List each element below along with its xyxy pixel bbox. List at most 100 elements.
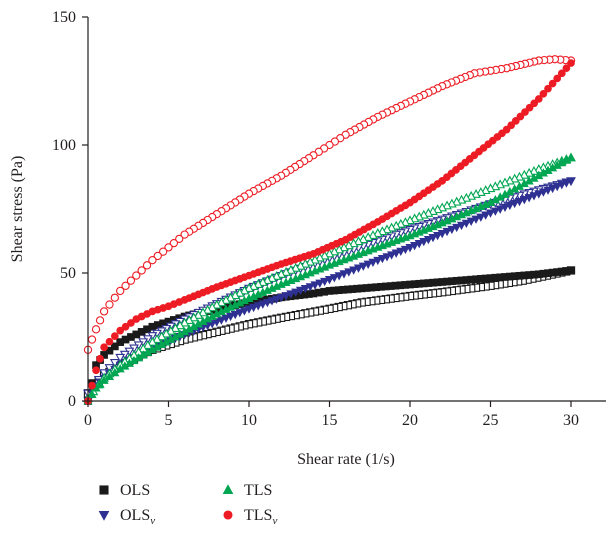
y-tick-label: 100 (52, 137, 76, 154)
data-point-OLSv-up (329, 274, 339, 283)
data-point-TLS-down (409, 213, 420, 223)
data-point-TLS-down (329, 246, 340, 256)
data-point-OLSv-up (216, 316, 226, 325)
data-point-OLSv-up (543, 186, 553, 195)
data-point-OLSv-up (239, 307, 249, 316)
data-point-OLSv-up (334, 272, 344, 281)
data-point-TLSv-down (99, 307, 109, 316)
data-point-OLSv-up (557, 181, 567, 190)
data-point-OLS-up (100, 351, 108, 359)
data-point-TLS-down (271, 271, 282, 280)
data-point-OLSv-up (344, 268, 354, 277)
data-point-OLSv-up (548, 184, 558, 194)
data-point-OLSv-up (423, 235, 433, 245)
data-point-OLSv-up (300, 285, 310, 294)
data-point-OLSv-up (286, 290, 296, 299)
data-point-TLS-down (310, 254, 320, 264)
legend-marker-OLSv (98, 511, 110, 521)
data-point-TLS-down (456, 194, 467, 204)
data-point-OLSv-up (324, 276, 335, 285)
data-point-OLSv-up (373, 256, 383, 266)
data-point-OLS-up (567, 266, 575, 275)
data-point-OLSv-up (495, 205, 505, 214)
series-TLS (83, 152, 576, 405)
data-point-OLSv-up (310, 281, 320, 290)
data-point-OLSv-up (419, 238, 429, 247)
data-point-OLSv-up (212, 318, 222, 327)
data-point-OLSv-up (466, 217, 476, 226)
data-point-OLSv-up (529, 192, 539, 201)
data-point-TLS-down (175, 320, 185, 330)
data-point-TLS-down (202, 304, 213, 314)
data-point-TLS-down (244, 283, 254, 292)
data-point-TLS-down (480, 185, 491, 195)
data-point-OLSv-up (452, 223, 462, 233)
data-point-OLSv-up (481, 211, 491, 220)
data-point-TLS-down (405, 215, 415, 225)
data-point-TLSv-down (110, 293, 119, 302)
data-point-TLS-down (179, 317, 190, 327)
data-point-OLSv-up (414, 240, 424, 249)
data-point-OLSv-up (387, 251, 397, 260)
data-point-TLS-up (566, 152, 576, 162)
x-tick-label: 20 (402, 412, 418, 429)
legend-label-TLS: TLS (244, 482, 272, 499)
data-point-OLSv-up (281, 292, 291, 301)
series-TLSv (83, 55, 576, 405)
data-point-TLS-down (319, 250, 330, 260)
data-point-TLS-down (451, 196, 462, 206)
data-point-OLSv-up (305, 283, 315, 292)
data-point-OLSv-up (272, 295, 282, 304)
data-point-TLS-down (276, 268, 287, 278)
data-point-OLSv-up (382, 253, 392, 262)
data-point-TLSv-down (137, 266, 146, 275)
data-point-TLSv-up (557, 69, 566, 78)
data-point-TLS-down (343, 240, 354, 250)
legend-marker-TLSv (223, 510, 233, 520)
data-point-TLS-down (234, 287, 245, 297)
data-point-TLSv-down (105, 300, 114, 309)
x-tick-label: 15 (322, 412, 338, 429)
data-point-OLSv-up (471, 215, 481, 224)
data-point-TLS-down (262, 275, 273, 284)
data-point-TLS-down (248, 281, 259, 290)
data-point-TLSv-up (548, 79, 557, 88)
data-point-OLSv-up (253, 302, 263, 311)
data-point-TLS-down (372, 228, 383, 237)
data-point-OLSv-up (405, 244, 415, 253)
axes (87, 17, 606, 402)
data-point-TLS-down (198, 307, 208, 317)
data-point-TLS-down (211, 299, 222, 309)
data-point-TLSv-up (516, 112, 525, 121)
data-point-TLS-down (358, 234, 369, 244)
data-point-OLSv-up (244, 305, 254, 314)
data-point-TLS-down (324, 248, 335, 258)
data-point-OLSv-up (566, 177, 576, 186)
data-point-OLSv-up (230, 310, 240, 320)
data-point-OLSv-up (221, 314, 231, 323)
data-point-TLS-up (87, 389, 97, 398)
data-point-TLSv-up (100, 343, 108, 352)
x-ticks: 0 5 10 15 20 25 30 (84, 401, 579, 429)
data-point-TLS-down (442, 200, 452, 210)
data-point-TLSv-down (169, 238, 179, 248)
legend-marker-TLS (222, 484, 234, 494)
data-point-OLSv-up (428, 233, 438, 243)
data-point-OLSv-up (249, 303, 259, 313)
data-point-TLS-down (353, 236, 364, 246)
data-point-TLSv-up (127, 319, 135, 327)
data-point-OLSv-up (368, 258, 378, 268)
data-point-TLS-down (461, 192, 472, 202)
data-point-OLSv-up (505, 201, 515, 211)
legend-label-OLSv: OLSv (120, 507, 155, 527)
data-point-OLSv-up (552, 182, 562, 192)
data-point-OLSv-up (524, 194, 534, 203)
data-point-TLS-down (514, 171, 525, 181)
data-point-OLSv-up (400, 245, 410, 255)
data-point-OLSv-up (442, 227, 452, 237)
data-point-TLS-down (418, 209, 429, 219)
data-point-TLS-down (295, 260, 306, 270)
data-point-TLS-down (193, 309, 204, 319)
data-point-TLS-down (216, 297, 227, 307)
data-point-TLS-down (519, 169, 530, 179)
